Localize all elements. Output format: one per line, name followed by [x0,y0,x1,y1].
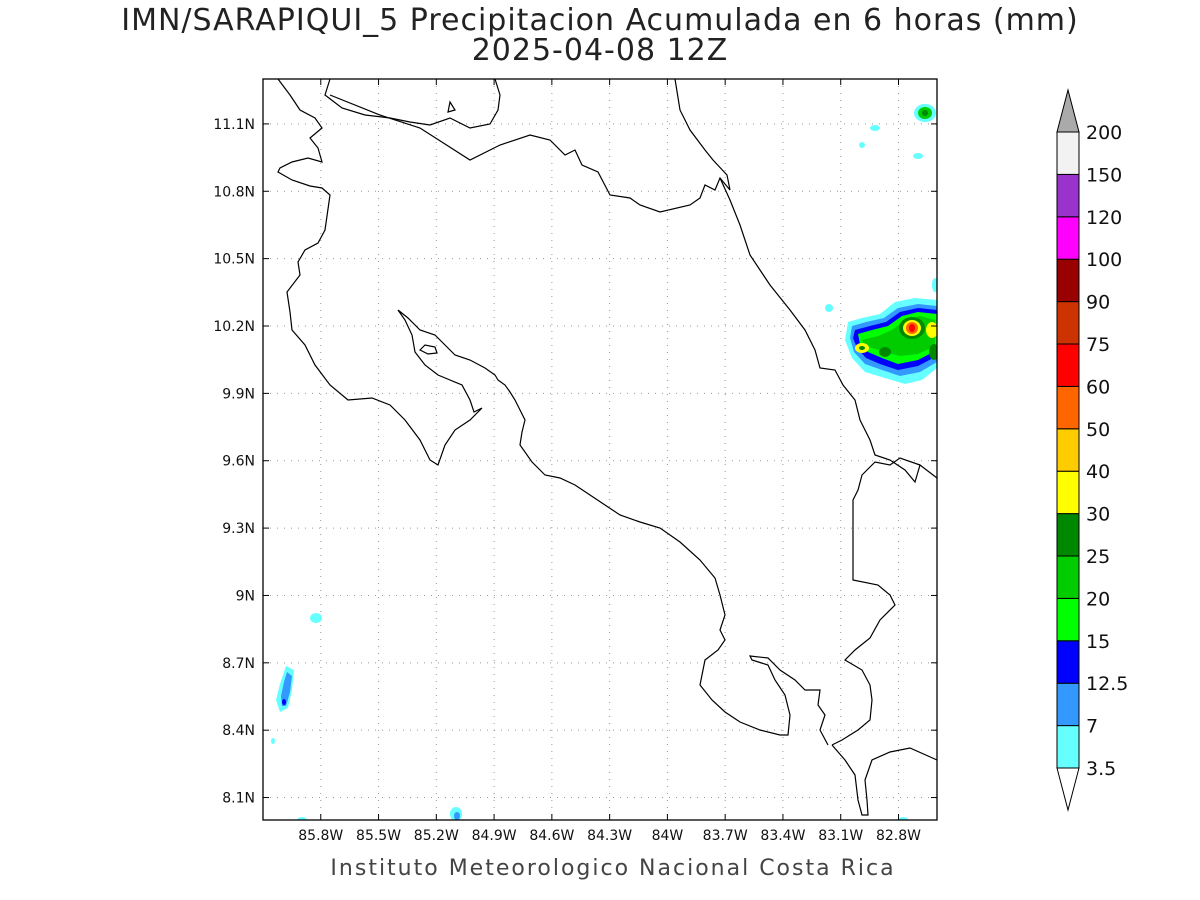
lat-tick-label: 9.3N [222,521,255,537]
precip-cell [898,817,908,820]
precip-cell [879,347,891,357]
precip-cell [929,344,937,360]
lat-tick-label: 9N [236,588,255,604]
colorbar-box [1056,258,1080,303]
pacific-coast [289,309,829,746]
lat-tick-label: 9.6N [222,454,255,470]
precip-cell [282,699,286,705]
lon-tick-label: 84.6W [529,828,574,844]
precip-cell [310,613,322,623]
caribbean-coast [719,177,937,484]
colorbar-legend: 3.5 7 12.5 15 20 25 30 40 50 60 75 90 100 120 150 200 [1056,88,1128,812]
colorbar-box [1056,131,1080,175]
colorbar-label: 100 [1086,249,1122,271]
colorbar-label: 75 [1086,334,1110,356]
lon-tick-label: 82.8W [876,828,921,844]
lat-tick-label: 10.5N [213,252,255,268]
burica-peninsula [831,744,937,816]
colorbar-box [1056,216,1080,260]
precip-cell [454,812,460,820]
lon-tick-label: 84W [652,828,684,844]
colorbar-label: 7 [1086,716,1098,738]
lat-tick-label: 9.9N [222,386,255,402]
colorbar-label: 60 [1086,376,1110,398]
precip-cell [870,125,880,131]
precip-cell [922,110,928,116]
colorbar-box [1056,428,1080,472]
colorbar-box [1056,513,1080,557]
colorbar-box [1056,725,1080,769]
colorbar-box [1056,385,1080,430]
precip-cell [909,324,915,332]
lon-tick-label: 83.7W [703,828,748,844]
lon-tick-label: 85.2W [414,828,459,844]
colorbar-label: 25 [1086,546,1110,568]
nicaragua-costa-rica-border [329,79,731,213]
colorbar-box [1056,343,1080,387]
colorbar-top-arrow [1056,88,1080,133]
precip-cell [859,346,865,350]
colorbar-label: 40 [1086,461,1110,483]
map-frame [262,78,938,821]
lon-tick-label: 83.4W [760,828,805,844]
lon-tick-label: 84.3W [587,828,632,844]
colorbar-box [1056,555,1080,599]
precip-cell [926,322,937,338]
map-title: IMN/SARAPIQUI_5 Precipitacion Acumulada … [121,3,1079,38]
precip-cell [825,304,833,312]
colorbar-label: 50 [1086,419,1110,441]
lat-tick-label: 8.4N [222,723,255,739]
colorbar-label: 15 [1086,631,1110,653]
nicaragua-border [277,79,331,313]
lat-tick-label: 8.1N [222,791,255,807]
colorbar-label: 12.5 [1086,673,1128,695]
colorbar-label: 150 [1086,164,1122,186]
lon-tick-label: 85.5W [356,828,401,844]
lon-tick-label: 85.8W [298,828,343,844]
small-island [447,100,456,113]
lon-tick-label: 84.9W [472,828,517,844]
colorbar-label: 90 [1086,292,1110,314]
longitude-axis: 85.8W 85.5W 85.2W 84.9W 84.6W 84.3W 84W 83.7W 83… [298,79,921,844]
colorbar-box [1056,301,1080,345]
colorbar-box [1056,640,1080,684]
lat-tick-label: 11.1N [213,117,255,133]
lat-tick-label: 8.7N [222,656,255,672]
map-gridlines [263,79,937,820]
colorbar-box [1056,597,1080,642]
colorbar-box [1056,682,1080,727]
lon-tick-label: 83.1W [818,828,863,844]
colorbar-label: 20 [1086,588,1110,610]
precipitation-field [271,104,937,820]
panama-border [831,457,921,746]
precip-cell [297,817,307,820]
precip-cell [281,672,292,706]
latitude-axis: 11.1N 10.8N 10.5N 10.2N 9.9N 9.6N 9.3N 9N 8.7N 8.… [213,117,937,807]
lat-tick-label: 10.2N [213,319,255,335]
precip-cell [271,738,275,744]
north-coast-nicaragua [324,79,501,129]
precip-cell [913,153,923,159]
coastline [277,79,937,816]
precip-cell [859,142,865,148]
lat-tick-label: 10.8N [213,184,255,200]
colorbar-label: 3.5 [1086,758,1116,780]
colorbar-box [1056,173,1080,218]
lake-nicaragua-island [418,344,438,355]
colorbar-label: 120 [1086,207,1122,229]
colorbar-box [1056,470,1080,515]
colorbar-bottom-arrow [1056,767,1080,812]
footer-credit: Instituto Meteorologico Nacional Costa R… [330,856,896,881]
map-date: 2025-04-08 12Z [471,33,729,68]
colorbar-label: 30 [1086,504,1110,526]
colorbar-label: 200 [1086,122,1122,144]
precip-cell [932,278,937,292]
